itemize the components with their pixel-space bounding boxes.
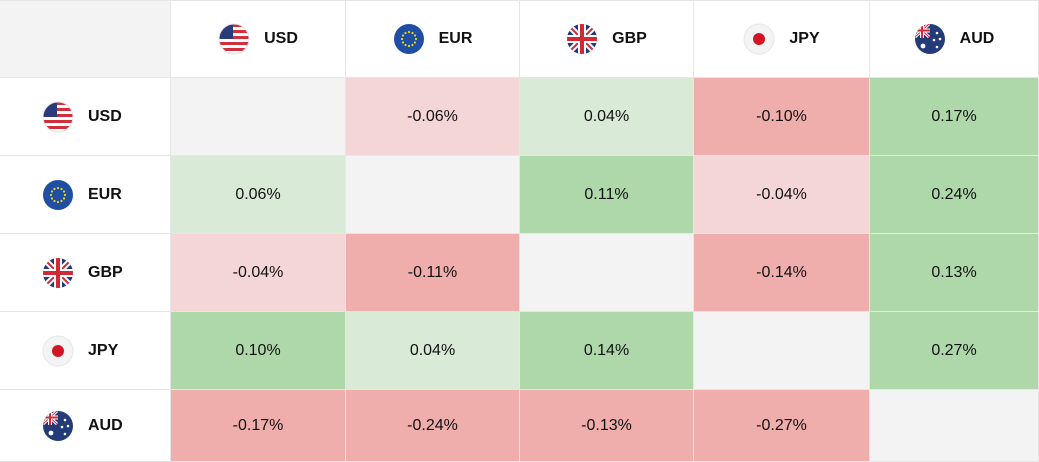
matrix-cell: [520, 234, 694, 312]
matrix-cell: -0.27%: [694, 390, 870, 462]
jp-flag-icon: [42, 335, 74, 367]
row-header-gbp: GBP: [0, 234, 171, 312]
col-header-usd: USD: [171, 1, 346, 78]
col-header-label: AUD: [959, 30, 995, 47]
matrix-cell: -0.04%: [171, 234, 346, 312]
matrix-cell: 0.24%: [870, 156, 1039, 234]
gb-flag-icon: [42, 257, 74, 289]
au-flag-icon: [914, 23, 946, 55]
eu-flag-icon: [393, 23, 425, 55]
col-header-label: JPY: [789, 30, 820, 47]
au-flag-icon: [42, 410, 74, 442]
matrix-cell: [171, 78, 346, 156]
gb-flag-icon: [566, 23, 598, 55]
row-header-label: USD: [88, 107, 122, 125]
row-header-label: JPY: [88, 341, 119, 359]
matrix-cell: -0.13%: [520, 390, 694, 462]
row-header-label: EUR: [88, 185, 122, 203]
col-header-gbp: GBP: [520, 1, 694, 78]
row-header-label: AUD: [88, 416, 123, 434]
col-header-label: USD: [264, 30, 298, 47]
row-header-label: GBP: [88, 263, 123, 281]
matrix-cell: -0.17%: [171, 390, 346, 462]
matrix-cell: -0.04%: [694, 156, 870, 234]
us-flag-icon: [218, 23, 250, 55]
matrix-cell: [694, 312, 870, 390]
matrix-cell: 0.10%: [171, 312, 346, 390]
eu-flag-icon: [42, 179, 74, 211]
matrix-cell: [870, 390, 1039, 462]
matrix-cell: 0.11%: [520, 156, 694, 234]
col-header-aud: AUD: [870, 1, 1039, 78]
matrix-cell: -0.10%: [694, 78, 870, 156]
jp-flag-icon: [743, 23, 775, 55]
row-header-usd: USD: [0, 78, 171, 156]
col-header-label: GBP: [612, 30, 647, 47]
matrix-cell: 0.17%: [870, 78, 1039, 156]
matrix-cell: 0.06%: [171, 156, 346, 234]
row-header-eur: EUR: [0, 156, 171, 234]
matrix-cell: 0.13%: [870, 234, 1039, 312]
matrix-cell: 0.27%: [870, 312, 1039, 390]
col-header-eur: EUR: [346, 1, 520, 78]
matrix-cell: 0.04%: [520, 78, 694, 156]
col-header-jpy: JPY: [694, 1, 870, 78]
matrix-cell: 0.14%: [520, 312, 694, 390]
matrix-cell: 0.04%: [346, 312, 520, 390]
table-corner: [0, 1, 171, 78]
matrix-cell: -0.24%: [346, 390, 520, 462]
row-header-aud: AUD: [0, 390, 171, 462]
matrix-cell: -0.11%: [346, 234, 520, 312]
us-flag-icon: [42, 101, 74, 133]
row-header-jpy: JPY: [0, 312, 171, 390]
matrix-cell: -0.14%: [694, 234, 870, 312]
matrix-cell: [346, 156, 520, 234]
col-header-label: EUR: [438, 30, 473, 47]
matrix-cell: -0.06%: [346, 78, 520, 156]
